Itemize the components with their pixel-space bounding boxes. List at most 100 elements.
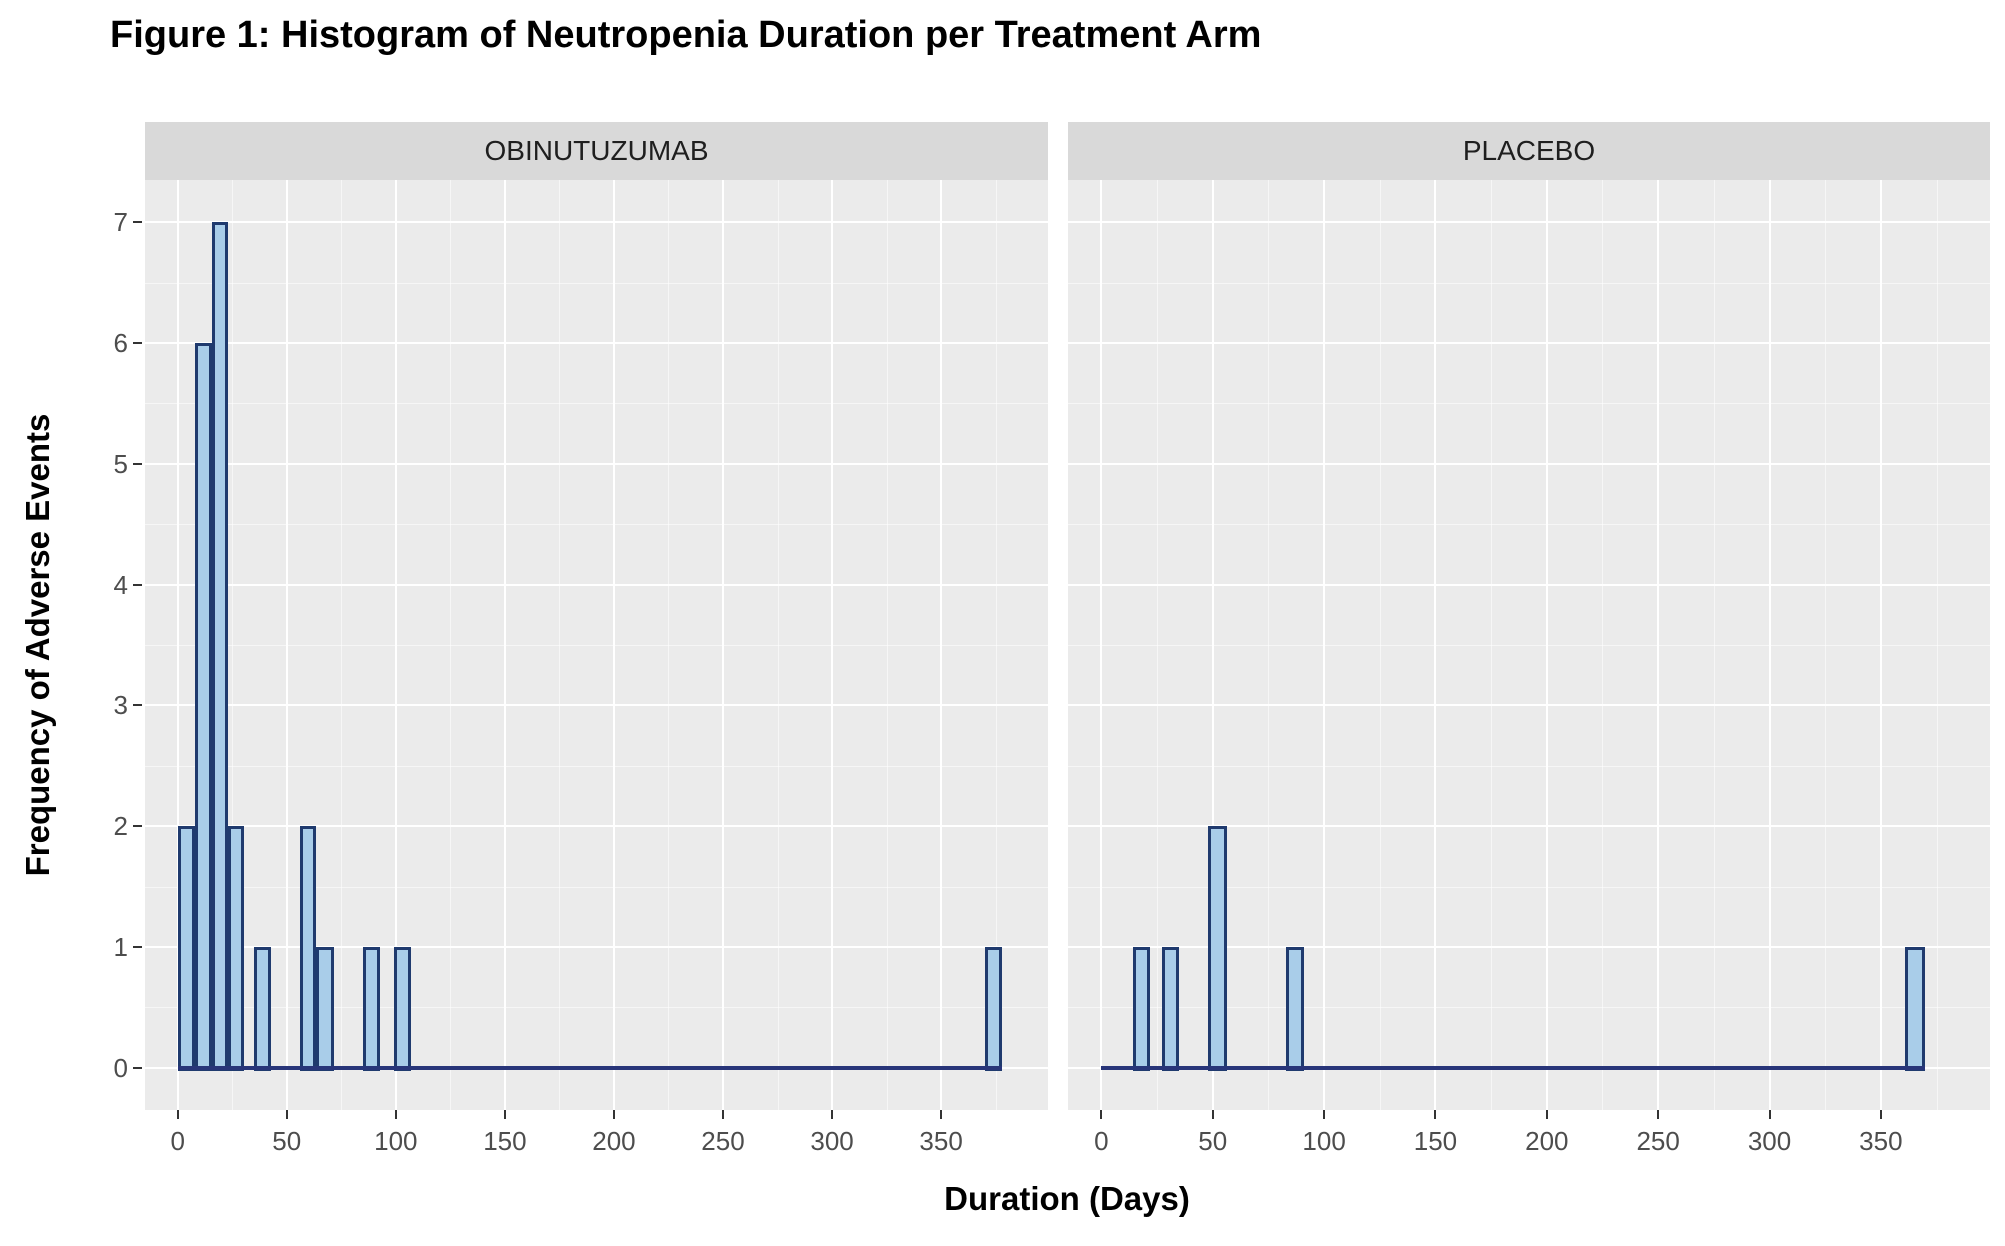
zero-baseline [177,1065,1003,1070]
gridline-major-y [1068,221,1990,224]
gridline-major-y [145,704,1048,707]
y-tick-mark [133,1066,142,1069]
x-tick-mark [722,1110,724,1119]
x-tick-mark [612,1110,615,1119]
histogram-bar [1161,946,1180,1071]
gridline-minor-x [1602,180,1604,1110]
histogram-bar [1208,826,1228,1071]
gridline-minor-y [1068,524,1990,526]
figure-title: Figure 1: Histogram of Neutropenia Durat… [110,14,1262,56]
gridline-minor-x [1379,180,1381,1110]
facet-strip-label: OBINUTUZUMAB [484,135,709,166]
gridline-minor-x [450,180,452,1110]
x-tick-label: 50 [1198,1126,1228,1156]
x-tick-mark [503,1110,506,1119]
y-tick-mark [133,462,142,465]
x-tick-label: 50 [272,1126,302,1156]
x-tick-mark [176,1110,179,1119]
y-tick-mark [133,704,142,707]
x-tick-mark [1211,1110,1214,1119]
x-tick-label: 250 [1636,1126,1680,1156]
y-tick-label: 1 [113,931,128,962]
histogram-bar [299,826,317,1071]
x-tick-mark [394,1110,397,1119]
x-tick-label: 0 [170,1126,185,1156]
gridline-major-y [1068,704,1990,707]
gridline-minor-x [559,180,561,1110]
gridline-minor-x [886,180,888,1110]
x-tick-label: 350 [919,1126,963,1156]
gridline-major-y [145,221,1048,224]
gridline-major-x [1211,180,1214,1110]
gridline-minor-x [1157,180,1159,1110]
x-tick-label: 350 [1859,1126,1903,1156]
gridline-major-y [1068,462,1990,465]
gridline-minor-y [145,886,1048,888]
facet-strip: PLACEBO [1068,122,1990,180]
histogram-bar [393,946,412,1071]
x-tick-label: 100 [374,1126,418,1156]
y-tick-label: 5 [113,448,128,479]
x-tick-label: 300 [810,1126,854,1156]
gridline-minor-x [232,180,234,1110]
gridline-major-x [1434,180,1437,1110]
plot-panel [1068,180,1990,1110]
gridline-major-x [1657,180,1660,1110]
gridline-major-y [145,825,1048,828]
gridline-major-x [1100,180,1103,1110]
gridline-minor-y [145,1007,1048,1009]
gridline-minor-x [777,180,779,1110]
gridline-minor-y [1068,403,1990,405]
gridline-major-x [1545,180,1548,1110]
gridline-minor-x [668,180,670,1110]
gridline-minor-y [1068,886,1990,888]
x-tick-mark [1879,1110,1882,1119]
x-tick-label: 200 [592,1126,636,1156]
gridline-major-x [1768,180,1771,1110]
gridline-major-x [831,180,834,1110]
gridline-minor-y [145,524,1048,526]
y-tick-label: 7 [113,207,128,238]
gridline-minor-y [1068,1007,1990,1009]
gridline-major-x [1323,180,1326,1110]
y-tick-mark [133,825,142,828]
y-tick-label: 0 [113,1052,128,1083]
x-tick-mark [1434,1110,1437,1119]
gridline-major-y [1068,825,1990,828]
gridline-minor-x [1491,180,1493,1110]
x-tick-mark [285,1110,288,1119]
gridline-minor-y [1068,765,1990,767]
gridline-minor-x [1268,180,1270,1110]
y-axis-title: Frequency of Adverse Events [19,413,56,877]
x-tick-mark [940,1110,943,1119]
x-tick-mark [1545,1110,1548,1119]
gridline-minor-y [145,403,1048,405]
gridline-major-x [285,180,288,1110]
gridline-major-y [1068,945,1990,948]
x-tick-mark [831,1110,834,1119]
gridline-major-x [940,180,943,1110]
histogram-bar [1286,946,1305,1071]
gridline-minor-x [1825,180,1827,1110]
y-tick-label: 6 [113,328,128,359]
x-tick-mark [1323,1110,1326,1119]
gridline-minor-x [1713,180,1715,1110]
histogram-bar [227,826,245,1071]
histogram-bar [984,946,1003,1071]
histogram-bar [363,946,381,1071]
x-axis-title: Duration (Days) [944,1180,1190,1217]
y-tick-mark [133,583,142,586]
gridline-major-x [612,180,615,1110]
histogram-bar [254,946,272,1071]
gridline-minor-y [1068,645,1990,646]
histogram-bar [177,826,196,1071]
plot-panel [145,180,1048,1110]
x-tick-label: 250 [701,1126,745,1156]
y-tick-label: 4 [113,569,128,600]
x-tick-label: 150 [1413,1126,1458,1156]
y-tick-label: 3 [113,690,128,721]
gridline-major-y [1068,342,1990,345]
gridline-major-x [503,180,506,1110]
x-tick-label: 100 [1302,1126,1346,1156]
histogram-bar [1905,946,1926,1071]
